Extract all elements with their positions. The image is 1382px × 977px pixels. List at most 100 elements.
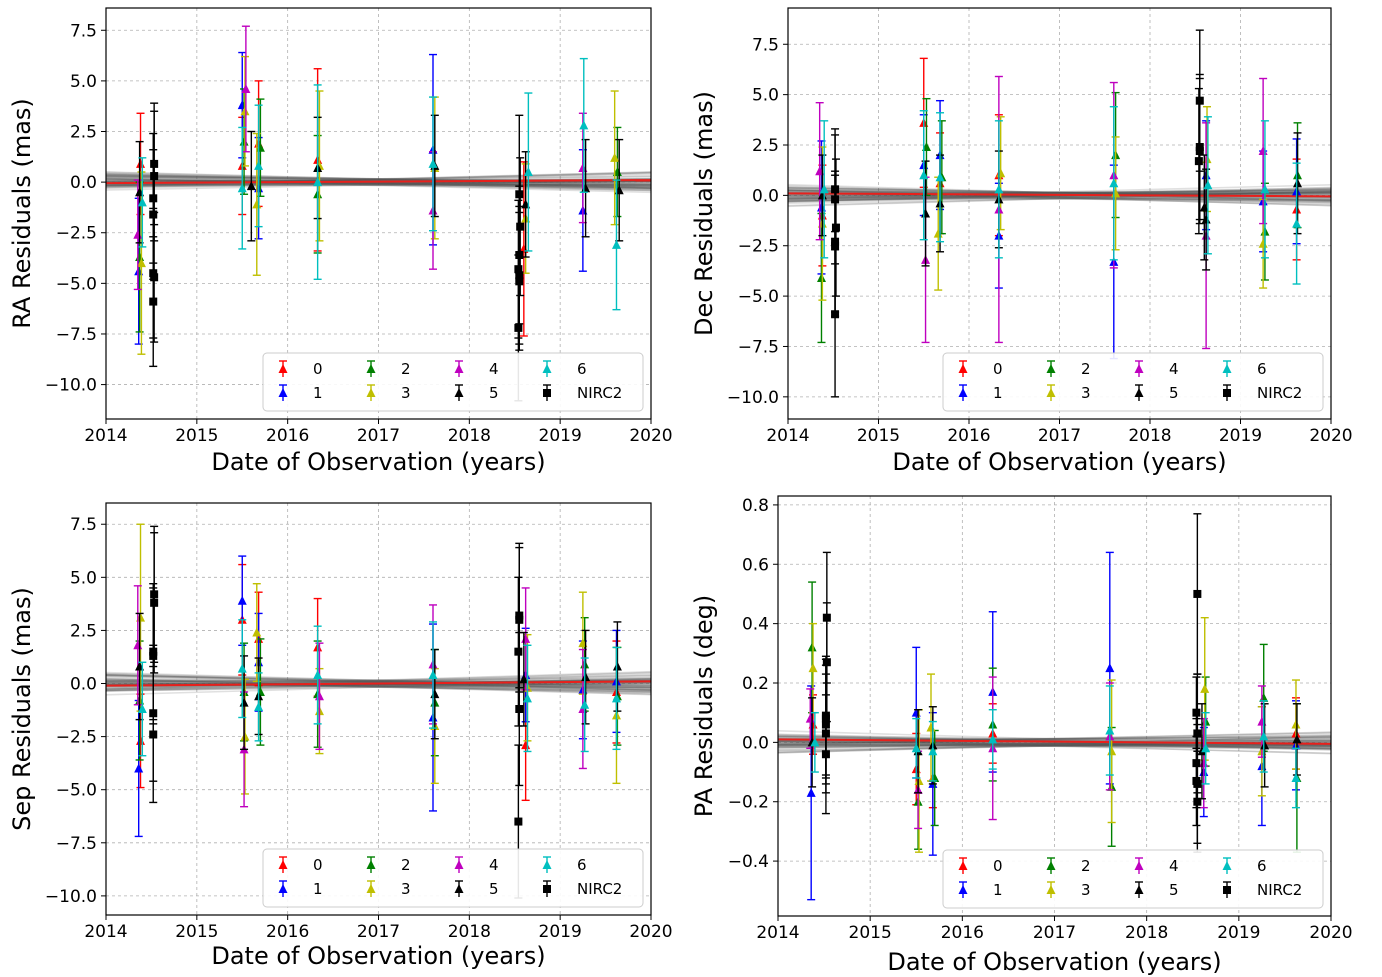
data-point — [579, 120, 589, 130]
posterior-line — [778, 740, 1331, 747]
y-tick-label: 2.5 — [70, 621, 97, 641]
data-point — [816, 272, 826, 282]
x-tick-label: 2015 — [175, 922, 218, 942]
x-tick-label: 2020 — [629, 426, 672, 446]
x-tick-label: 2016 — [266, 426, 309, 446]
posterior-line — [106, 680, 651, 689]
fit-line — [788, 192, 1331, 198]
legend-label: 6 — [1257, 360, 1267, 378]
y-tick-label: 5.0 — [70, 568, 97, 588]
data-point — [610, 152, 620, 162]
data-point — [514, 647, 523, 656]
fit-line — [106, 179, 651, 185]
posterior-line — [788, 189, 1331, 205]
legend-label: 2 — [1081, 857, 1091, 875]
data-point — [994, 184, 1004, 194]
posterior-line — [788, 183, 1331, 202]
fit-line — [778, 738, 1331, 745]
chart-panel-top-right: 2014 2015 2016 2017 2018 2019 2020−10.0−7.5−5.… — [690, 7, 1353, 476]
posterior-line — [106, 178, 651, 192]
posterior-line — [788, 185, 1331, 203]
posterior-line — [788, 191, 1331, 203]
data-point — [515, 615, 524, 624]
y-tick-label: 0.2 — [742, 674, 769, 694]
data-point — [237, 595, 247, 605]
data-point — [240, 106, 250, 116]
data-point — [1109, 178, 1119, 188]
data-point — [136, 735, 146, 745]
posterior-line — [106, 674, 651, 690]
posterior-line — [106, 682, 651, 692]
y-tick-label: −0.4 — [728, 852, 769, 872]
data-point — [807, 642, 817, 652]
data-point — [135, 252, 145, 262]
data-point — [514, 817, 523, 826]
posterior-line — [778, 737, 1331, 754]
posterior-line — [106, 674, 651, 689]
posterior-line — [106, 183, 651, 187]
y-tick-label: −10.0 — [727, 388, 779, 408]
data-point — [611, 239, 621, 249]
data-point — [514, 323, 523, 332]
legend-label: 1 — [313, 384, 323, 402]
data-point — [516, 222, 525, 231]
y-axis-label: PA Residuals (deg) — [690, 595, 718, 817]
posterior-line — [106, 178, 651, 192]
posterior-line — [788, 190, 1331, 195]
x-axis-label: Date of Observation (years) — [211, 448, 545, 476]
posterior-line — [788, 189, 1331, 196]
posterior-line — [106, 682, 651, 687]
legend-marker — [958, 861, 968, 870]
legend: 0 1 2 3 4 5 6 NIRC2 — [942, 849, 1324, 909]
legend-marker — [1046, 388, 1056, 397]
x-tick-label: 2019 — [539, 922, 582, 942]
legend-marker — [542, 364, 552, 373]
data-point — [150, 172, 159, 181]
posterior-line — [778, 741, 1331, 748]
y-tick-label: −2.5 — [56, 224, 97, 244]
posterior-line — [106, 179, 651, 189]
x-tick-label: 2018 — [448, 922, 491, 942]
data-point — [1292, 218, 1302, 228]
data-point — [430, 689, 440, 699]
legend-marker — [1134, 388, 1144, 397]
legend-marker — [1046, 364, 1056, 373]
data-point — [428, 158, 438, 168]
posterior-line — [106, 180, 651, 186]
posterior-line — [106, 177, 651, 190]
series-0 — [817, 57, 1302, 267]
posterior-line — [106, 171, 651, 188]
x-tick-label: 2018 — [1125, 923, 1168, 943]
data-point — [252, 199, 262, 209]
y-axis-label: Dec Residuals (mas) — [690, 91, 718, 336]
x-tick-label: 2014 — [84, 922, 127, 942]
legend-label: 3 — [1081, 384, 1091, 402]
y-tick-label: 0.0 — [742, 733, 769, 753]
data-point — [239, 136, 249, 146]
posterior-line — [106, 180, 651, 187]
posterior-line — [788, 193, 1331, 204]
data-point — [150, 273, 159, 282]
legend-marker — [366, 364, 376, 373]
legend-label: 6 — [577, 360, 587, 378]
posterior-line — [106, 678, 651, 696]
legend-label: 6 — [1257, 857, 1267, 875]
data-point — [246, 181, 256, 191]
posterior-line — [106, 180, 651, 188]
legend-label: 3 — [401, 880, 411, 898]
posterior-line — [106, 172, 651, 189]
posterior-line — [788, 192, 1331, 202]
posterior-line — [778, 744, 1331, 748]
posterior-line — [106, 177, 651, 189]
y-tick-label: −7.5 — [738, 337, 779, 357]
data-point — [1259, 731, 1269, 741]
posterior-line — [778, 731, 1331, 747]
fit-line — [106, 680, 651, 687]
posterior-line — [106, 172, 651, 186]
legend-marker — [454, 884, 464, 893]
legend: 0 1 2 3 4 5 6 NIRC2 — [262, 352, 644, 412]
legend-label: 0 — [993, 857, 1003, 875]
x-axis-label: Date of Observation (years) — [887, 948, 1221, 976]
y-axis-label: Sep Residuals (mas) — [8, 587, 36, 831]
data-point — [136, 158, 146, 168]
